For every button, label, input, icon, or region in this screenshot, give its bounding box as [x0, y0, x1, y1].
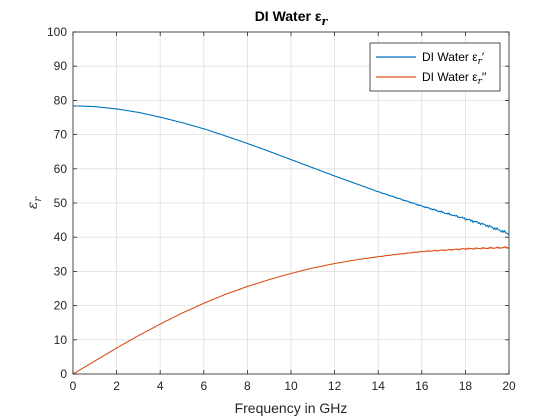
legend-label-epsilon-prime: DI Water εr′ [422, 50, 485, 67]
y-tick-label: 70 [54, 128, 68, 142]
y-axis-label: εr [25, 196, 44, 210]
x-tick-label: 20 [502, 379, 516, 393]
y-tick-label: 80 [54, 93, 68, 107]
x-tick-label: 8 [244, 379, 251, 393]
legend-label-epsilon-double-prime: DI Water εr′′ [422, 70, 487, 87]
x-tick-label: 16 [415, 379, 429, 393]
y-tick-label: 10 [54, 333, 68, 347]
y-tick-label: 60 [54, 162, 68, 176]
y-tick-label: 30 [54, 264, 68, 278]
x-tick-label: 10 [284, 379, 298, 393]
chart-title: DI Water εr [255, 8, 329, 28]
x-tick-label: 4 [157, 379, 164, 393]
x-tick-label: 18 [459, 379, 473, 393]
y-tick-label: 40 [54, 230, 68, 244]
x-tick-label: 14 [372, 379, 386, 393]
axis-ticks: 0 2 4 6 8 10 12 14 16 18 20 0 10 20 30 40 50 60 70 80 90 100 [47, 25, 516, 393]
y-tick-label: 0 [60, 367, 67, 381]
series-line-1 [72, 245, 510, 375]
y-tick-label: 50 [54, 196, 68, 210]
y-tick-label: 20 [54, 299, 68, 313]
legend-box [369, 42, 501, 92]
y-tick-label: 90 [54, 59, 68, 73]
x-tick-label: 2 [113, 379, 120, 393]
series-lines [72, 105, 510, 375]
legend: DI Water εr′ DI Water εr′′ [369, 42, 501, 92]
x-tick-label: 6 [200, 379, 207, 393]
series-line-0 [73, 105, 510, 236]
x-tick-label: 12 [328, 379, 342, 393]
y-tick-label: 100 [47, 25, 67, 39]
x-tick-label: 0 [70, 379, 77, 393]
x-axis-label: Frequency in GHz [235, 400, 348, 416]
